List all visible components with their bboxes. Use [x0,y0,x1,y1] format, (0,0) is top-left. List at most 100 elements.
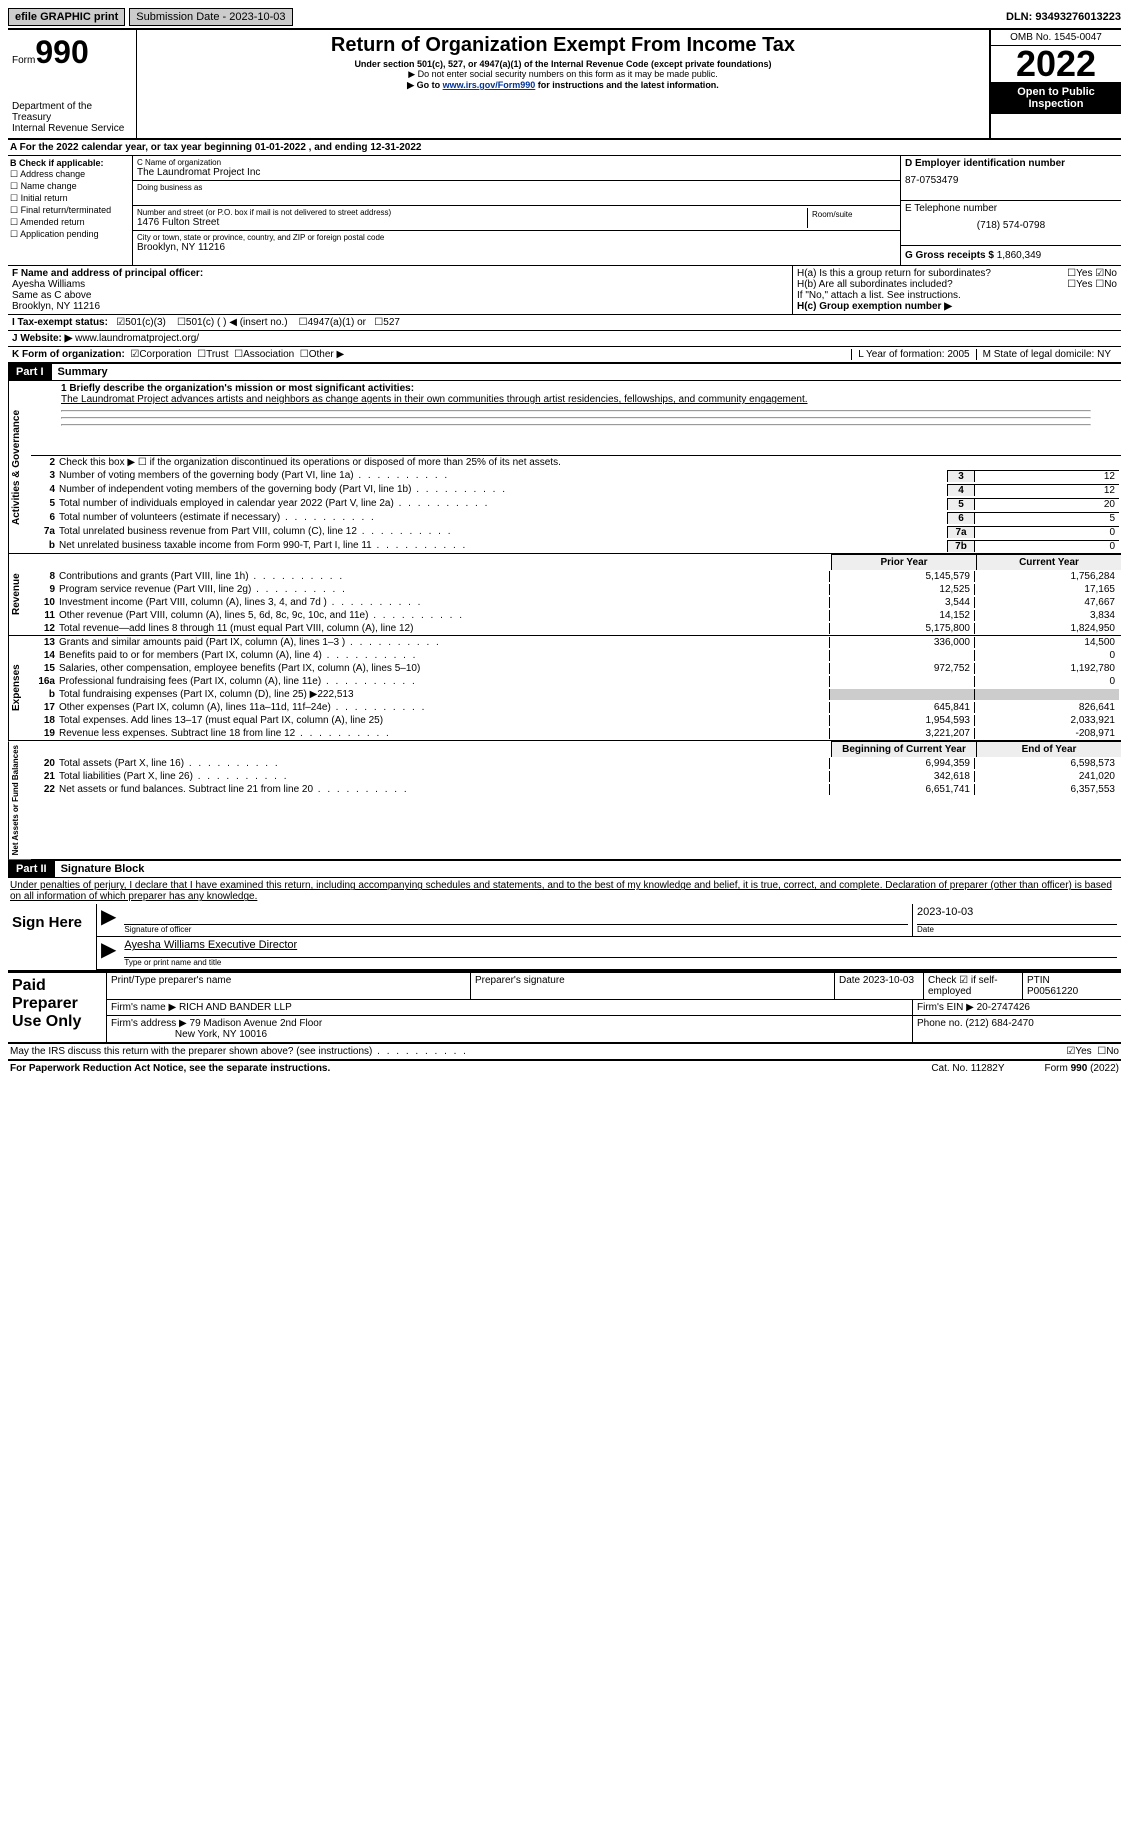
line19-prior: 3,221,207 [829,728,974,739]
line21-prior: 342,618 [829,771,974,782]
irs-link[interactable]: www.irs.gov/Form990 [443,80,536,90]
firm-addr1: 79 Madison Avenue 2nd Floor [190,1018,323,1029]
line10-prior: 3,544 [829,597,974,608]
activities-section: Activities & Governance 1 Briefly descri… [8,381,1121,554]
form-number-box: Form990 Department of the Treasury Inter… [8,30,137,138]
line22-prior: 6,651,741 [829,784,974,795]
discuss-row: May the IRS discuss this return with the… [8,1044,1121,1061]
line15-prior: 972,752 [829,663,974,674]
line8-desc: Contributions and grants (Part VIII, lin… [59,571,829,582]
officer-name-title: Ayesha Williams Executive Director [124,939,1117,957]
line20-desc: Total assets (Part X, line 16) [59,758,829,769]
firm-name-label: Firm's name ▶ [111,1002,176,1013]
tax-year: 2022 [991,46,1121,82]
amended-return-check[interactable]: Amended return [10,217,130,228]
line9-curr: 17,165 [974,584,1119,595]
line11-curr: 3,834 [974,610,1119,621]
line14-desc: Benefits paid to or for members (Part IX… [59,650,829,661]
ein-label: D Employer identification number [905,158,1065,169]
prior-year-header: Prior Year [831,554,976,570]
line16a-curr: 0 [974,676,1119,687]
name-title-label: Type or print name and title [124,957,1117,967]
revenue-label: Revenue [8,554,31,635]
firm-ein-label: Firm's EIN ▶ [917,1002,974,1013]
dba-label: Doing business as [137,183,896,192]
line13-prior: 336,000 [829,637,974,648]
dln-text: DLN: 93493276013223 [1006,11,1121,23]
name-change-check[interactable]: Name change [10,181,130,192]
part-ii-header: Part II Signature Block [8,860,1121,878]
self-emp-check[interactable]: Check ☑ if self-employed [924,973,1023,999]
hb-label: H(b) Are all subordinates included? [797,279,953,290]
line11-desc: Other revenue (Part VIII, column (A), li… [59,610,829,621]
final-return-check[interactable]: Final return/terminated [10,205,130,216]
preparer-label: Paid Preparer Use Only [8,973,106,1042]
col-b-label: B Check if applicable: [10,158,104,168]
firm-ein: 20-2747426 [977,1002,1030,1013]
firm-name: RICH AND BANDER LLP [179,1002,292,1013]
row-k: K Form of organization: ☑ Corporation ☐ … [8,347,1121,363]
preparer-row: Paid Preparer Use Only Print/Type prepar… [8,971,1121,1044]
line17-curr: 826,641 [974,702,1119,713]
app-pending-check[interactable]: Application pending [10,229,130,240]
ptin-value: P00561220 [1027,986,1078,997]
goto-link: ▶ Go to www.irs.gov/Form990 for instruct… [143,80,983,91]
form-title: Return of Organization Exempt From Incom… [143,34,983,57]
527-check[interactable]: 527 [383,317,400,328]
mission-label: 1 Briefly describe the organization's mi… [61,383,414,394]
f-label: F Name and address of principal officer: [12,268,203,279]
line11-prior: 14,152 [829,610,974,621]
line20-curr: 6,598,573 [974,758,1119,769]
line3-desc: Number of voting members of the governin… [59,470,947,482]
section-a: A For the 2022 calendar year, or tax yea… [8,140,1121,156]
street-label: Number and street (or P.O. box if mail i… [137,208,807,217]
prep-name-label: Print/Type preparer's name [107,973,471,999]
form-prefix: Form [12,55,35,66]
officer-addr2: Brooklyn, NY 11216 [12,301,100,312]
501c-check[interactable]: 501(c) ( ) ◀ (insert no.) [186,317,288,328]
date-label: Date [917,924,1117,934]
line17-prior: 645,841 [829,702,974,713]
ha-label: H(a) Is this a group return for subordin… [797,268,991,279]
501c3-check[interactable]: 501(c)(3) [125,317,166,328]
year-box: OMB No. 1545-0047 2022 Open to Public In… [989,30,1121,138]
part-ii-title: Signature Block [55,861,151,877]
addr-change-check[interactable]: Address change [10,169,130,180]
line4-val: 12 [974,484,1119,496]
sig-officer-label: Signature of officer [124,924,908,934]
efile-print-button[interactable]: efile GRAPHIC print [8,8,125,26]
col-b: B Check if applicable: Address change Na… [8,156,133,265]
line3-val: 12 [974,470,1119,482]
line5-desc: Total number of individuals employed in … [59,498,947,510]
line21-curr: 241,020 [974,771,1119,782]
line15-curr: 1,192,780 [974,663,1119,674]
k-label: K Form of organization: [12,349,125,360]
line15-desc: Salaries, other compensation, employee b… [59,663,829,674]
hb-note: If "No," attach a list. See instructions… [797,290,1117,301]
mission-text: The Laundromat Project advances artists … [61,394,808,405]
line13-curr: 14,500 [974,637,1119,648]
line12-curr: 1,824,950 [974,623,1119,634]
assoc-check[interactable]: Association [243,349,294,360]
expenses-label: Expenses [8,636,31,740]
hc-label: H(c) Group exemption number ▶ [797,301,952,312]
line2-desc: Check this box ▶ ☐ if the organization d… [59,457,1119,468]
arrow-icon: ▶ [97,904,120,936]
prep-sig-label: Preparer's signature [471,973,835,999]
firm-addr2: New York, NY 10016 [175,1029,267,1040]
line22-desc: Net assets or fund balances. Subtract li… [59,784,829,795]
line12-desc: Total revenue—add lines 8 through 11 (mu… [59,623,829,634]
pra-notice: For Paperwork Reduction Act Notice, see … [10,1063,330,1074]
discuss-text: May the IRS discuss this return with the… [10,1046,468,1057]
officer-name: Ayesha Williams [12,279,85,290]
initial-return-check[interactable]: Initial return [10,193,130,204]
open-inspection: Open to Public Inspection [991,82,1121,114]
trust-check[interactable]: Trust [206,349,228,360]
4947-check[interactable]: 4947(a)(1) or [308,317,366,328]
top-bar: efile GRAPHIC print Submission Date - 20… [8,8,1121,30]
submission-date-button[interactable]: Submission Date - 2023-10-03 [129,8,292,26]
line4-desc: Number of independent voting members of … [59,484,947,496]
line14-prior [829,650,974,661]
corp-check[interactable]: Corporation [139,349,191,360]
other-check[interactable]: Other ▶ [309,349,344,360]
